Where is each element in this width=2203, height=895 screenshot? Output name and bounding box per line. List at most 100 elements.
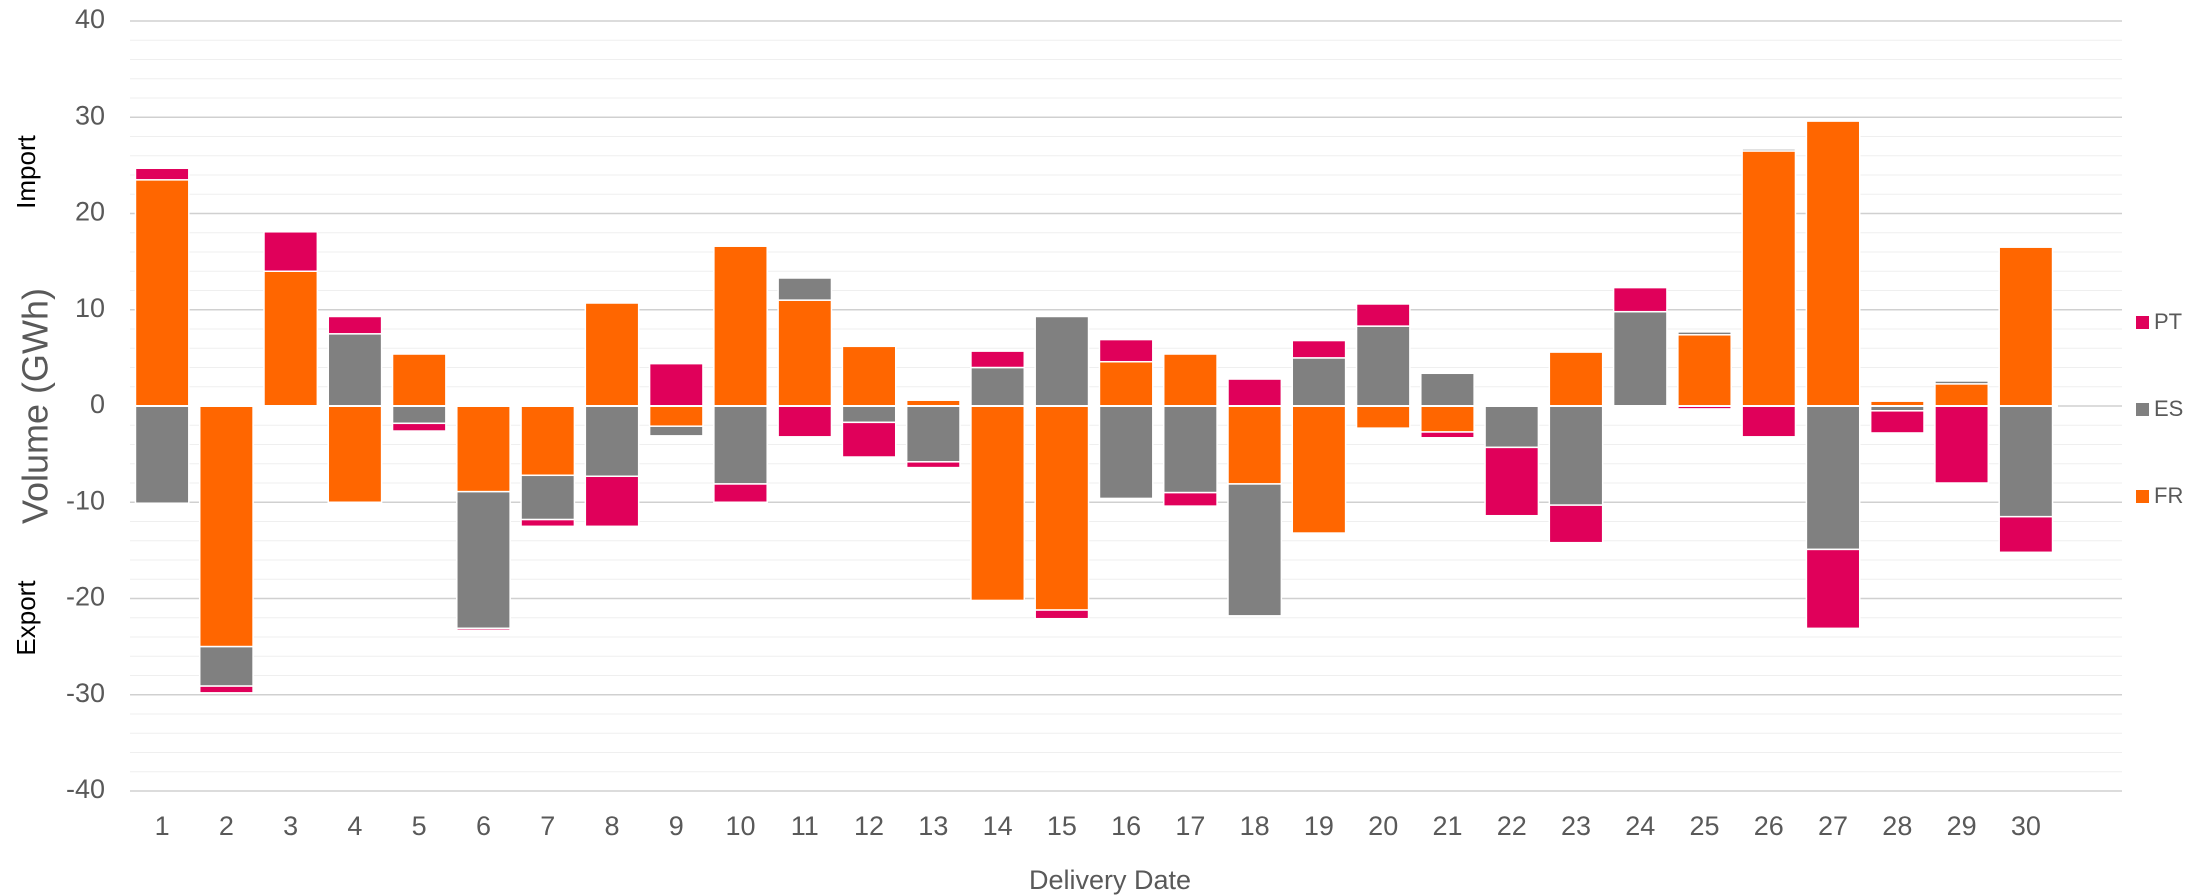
bar-segment [391,353,447,407]
bar-segment [1934,380,1990,385]
bar-segment [327,333,383,407]
x-tick-label: 17 [1175,811,1205,841]
bar-segment [777,277,833,301]
bar-segment [1162,353,1218,407]
y-tick-label: 30 [75,100,105,130]
bar-segment [198,685,254,694]
bar-segment [841,405,897,424]
bar-segment [1227,483,1283,617]
bar-segment [1355,325,1411,407]
bar-segment [520,474,576,521]
y-tick-label: -10 [66,485,105,515]
bar-segment [1034,405,1090,611]
bar-segment [1612,286,1668,313]
bar-segment [777,299,833,407]
y-tick-label: -30 [66,678,105,708]
bar-segment [648,425,704,437]
bar-segment [1355,405,1411,429]
bar-segment [1227,405,1283,485]
bar-segment [841,421,897,458]
x-tick-label: 6 [476,811,491,841]
x-tick-label: 3 [283,811,298,841]
bar-segment [970,405,1026,602]
bar-segment [198,645,254,687]
y-tick-label: 40 [75,4,105,34]
bar-segment [713,245,768,407]
x-tick-label: 29 [1947,811,1977,841]
import-label: Import [11,134,41,208]
bar-segment [1741,405,1797,438]
y-tick-label: -40 [66,774,105,804]
bar-segment [970,350,1026,369]
bar-segment [1998,515,2054,554]
bar-segment [520,405,576,477]
x-tick-label: 18 [1240,811,1270,841]
bar-segment [1548,504,1604,544]
x-tick-label: 28 [1882,811,1912,841]
bar-segment [1098,405,1154,500]
bar-segment [777,405,833,438]
bar-segment [1034,315,1090,407]
x-tick-label: 7 [540,811,555,841]
bar-segment [1934,405,1990,484]
bar-segment [456,405,511,493]
legend-label: PT [2154,309,2182,334]
y-tick-label: -20 [66,582,105,612]
x-tick-label: 26 [1754,811,1784,841]
bar-segment [1998,246,2054,407]
bar-segment [1291,357,1347,407]
bar-segment [1741,148,1797,152]
x-tick-label: 11 [791,811,819,841]
bar-segment [327,315,383,335]
legend-label: ES [2154,396,2183,421]
bar-segment [1420,372,1475,407]
bar-segment [198,405,254,648]
bar-segment [520,518,576,528]
bar-segment [1227,378,1283,407]
bar-segment [648,405,704,427]
x-tick-label: 15 [1047,811,1077,841]
bar-segment [391,405,447,425]
bar-segment [1291,339,1347,359]
export-label: Export [11,580,41,656]
bar-segment [456,490,511,630]
x-tick-label: 24 [1625,811,1655,841]
x-tick-label: 20 [1368,811,1398,841]
bar-segment [1934,383,1990,407]
bar-segment [1548,351,1604,407]
bar-segment [1162,405,1218,494]
y-axis-title: Volume (GWh) [15,288,56,524]
bar-segment [456,627,511,632]
x-tick-label: 2 [219,811,234,841]
bar-segment [1034,609,1090,620]
bar-segment [1162,491,1218,507]
x-tick-label: 25 [1690,811,1720,841]
x-tick-label: 23 [1561,811,1591,841]
bar-segment [134,179,190,407]
bar-segment [1098,360,1154,407]
bar-segment [1805,405,1861,551]
bar-segment [1098,338,1154,363]
bar-segment [1741,150,1797,407]
y-tick-label: 10 [75,293,105,323]
bar-segment [1548,405,1604,506]
bar-segment [1869,410,1925,434]
x-tick-label: 8 [604,811,619,841]
bar-segment [584,405,640,478]
x-tick-label: 13 [918,811,948,841]
y-tick-label: 20 [75,197,105,227]
y-tick-label: 0 [90,389,105,419]
bar-segment [1805,548,1861,630]
bar-segment [1998,405,2054,518]
bar-segment [970,366,1026,407]
bar-segment [134,405,190,504]
bar-segment [1484,446,1540,517]
x-tick-label: 30 [2011,811,2041,841]
bar-segment [905,461,961,469]
bar-segment [1291,405,1347,534]
legend-swatch [2136,490,2149,503]
bar-segment [327,405,383,503]
x-tick-label: 21 [1432,811,1462,841]
bar-segment [1355,303,1411,327]
